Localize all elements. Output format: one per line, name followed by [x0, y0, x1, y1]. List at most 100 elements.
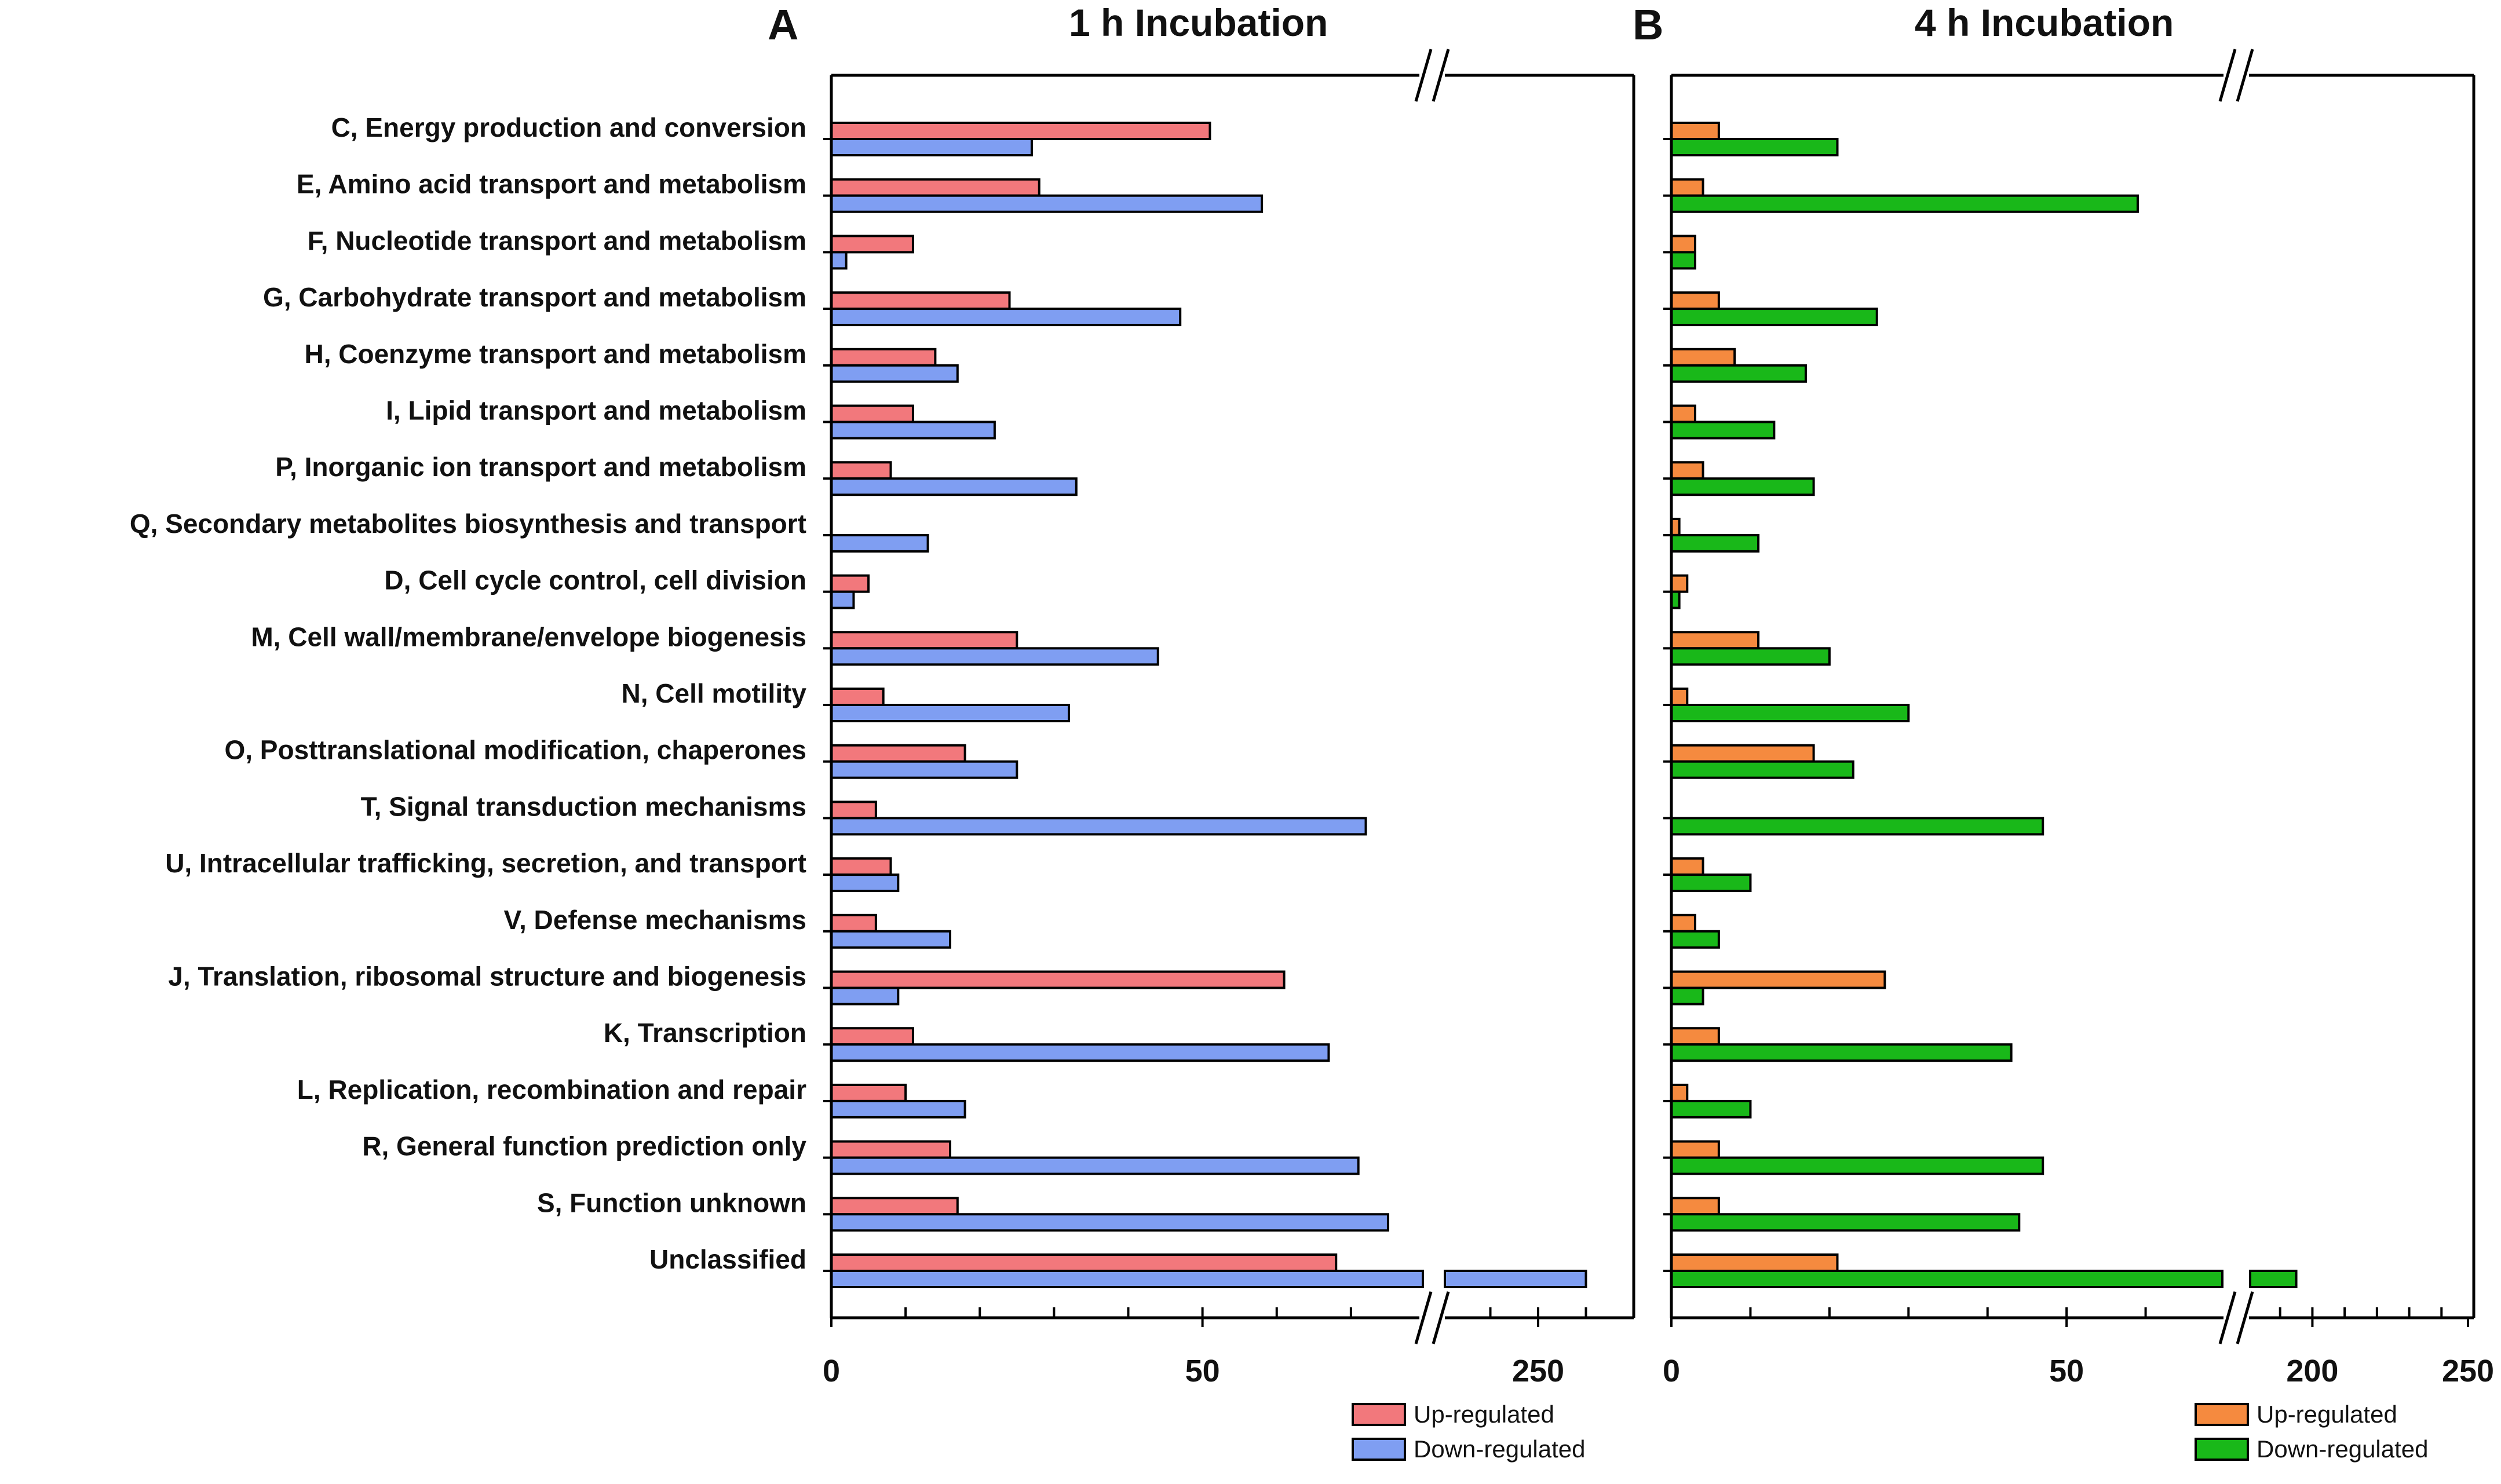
legend-swatch-up [2195, 1403, 2249, 1426]
category-label: M, Cell wall/membrane/envelope biogenesi… [251, 622, 806, 652]
bar-up [1670, 348, 1736, 367]
bar-down [830, 421, 996, 440]
bar-down [830, 1156, 1360, 1175]
bar-down [830, 251, 848, 270]
axis-break-top-a [1414, 49, 1433, 102]
bar-up [830, 744, 966, 763]
bar-down [1670, 817, 2044, 836]
bar-up [830, 1083, 907, 1102]
bar-up [830, 913, 877, 933]
bar-up [830, 970, 1286, 989]
category-label: F, Nucleotide transport and metabolism [308, 225, 806, 255]
category-label: Unclassified [649, 1244, 806, 1274]
bar-up [1670, 574, 1689, 593]
bar-down [1670, 251, 1696, 270]
bar-down-part2 [2249, 1270, 2298, 1288]
panel-b: B 4 h Incubation 0 50 200 250 Up-regulated D… [1633, 1, 2494, 1463]
bar-up [1670, 291, 1720, 310]
bar-down [1670, 1043, 2013, 1062]
bar-up [830, 1253, 1338, 1272]
bar-down [1670, 533, 1760, 553]
bar-up [830, 178, 1040, 197]
bar-up [830, 857, 892, 876]
panel-a: A 1 h Incubation C, Energy production an… [130, 1, 1635, 1463]
bar-up [830, 688, 885, 706]
bar-down [830, 364, 959, 383]
x-tick-label: 250 [2442, 1354, 2494, 1388]
bar-down [1670, 704, 1910, 722]
category-label: E, Amino acid transport and metabolism [297, 169, 806, 199]
bar-up [1670, 404, 1696, 423]
bar-down [830, 986, 900, 1006]
category-label: H, Coenzyme transport and metabolism [305, 339, 807, 369]
bar-up [830, 348, 937, 367]
bar-down [1670, 1099, 1752, 1119]
category-label: U, Intracellular trafficking, secretion,… [165, 848, 806, 878]
bar-down [830, 533, 929, 553]
panel-b-letter: B [1633, 1, 1663, 49]
bar-up [830, 122, 1211, 140]
axis-break-top-a [2218, 49, 2237, 102]
bar-down [1670, 308, 1878, 327]
x-tick-label: 200 [2286, 1354, 2338, 1388]
bar-down [1670, 477, 1815, 496]
bar-up [1670, 913, 1696, 933]
bar-down [830, 1043, 1330, 1062]
bar-up [830, 404, 914, 423]
bar-down [830, 1099, 966, 1119]
bar-down [830, 590, 855, 609]
bar-up [1670, 1253, 1839, 1272]
bar-up [830, 1027, 914, 1046]
panel-b-axes: 0 50 200 250 [1663, 49, 2494, 1388]
bar-down [1670, 1213, 2021, 1232]
category-label: I, Lipid transport and metabolism [386, 396, 806, 426]
x-tick-label: 50 [1185, 1354, 1220, 1388]
bar-up [1670, 744, 1815, 763]
bar-down [830, 704, 1070, 722]
axis-break-top-b [2236, 49, 2254, 102]
bar-down-part2 [1444, 1270, 1587, 1288]
axis-break-top-gap [2234, 72, 2239, 79]
category-label: D, Cell cycle control, cell division [384, 565, 806, 595]
bar-down [830, 308, 1182, 327]
panel-b-bars [1670, 122, 2298, 1288]
legend-label-up: Up-regulated [1414, 1401, 1554, 1428]
category-labels: C, Energy production and conversion E, Am… [130, 112, 807, 1274]
bar-up [1670, 631, 1760, 650]
bar-down [830, 817, 1367, 836]
bar-down [830, 477, 1078, 496]
panel-b-legend: Up-regulated Down-regulated [2195, 1401, 2429, 1463]
axis-break-bottom-gap [2234, 1314, 2239, 1321]
category-label: P, Inorganic ion transport and metabolis… [275, 452, 806, 482]
bar-down [1670, 760, 1854, 779]
bar-up [830, 461, 892, 480]
bar-down [830, 930, 951, 949]
category-label: Q, Secondary metabolites biosynthesis an… [130, 509, 806, 539]
panel-a-letter: A [768, 1, 798, 49]
legend-swatch-down [2195, 1438, 2249, 1461]
bar-up [1670, 688, 1689, 706]
bar-down [830, 1213, 1389, 1232]
legend-label-down: Down-regulated [1414, 1435, 1586, 1463]
bar-down [1670, 986, 1704, 1006]
category-label: J, Translation, ribosomal structure and … [168, 962, 806, 992]
category-label: L, Replication, recombination and repair [297, 1074, 806, 1105]
bar-up [1670, 235, 1696, 254]
axis-break-top-gap [1430, 72, 1434, 79]
legend-swatch-up [1352, 1403, 1406, 1426]
panel-b-title: 4 h Incubation [1915, 1, 2174, 44]
legend-label-down: Down-regulated [2257, 1435, 2429, 1463]
axis-break-bottom-a [2218, 1291, 2237, 1344]
category-label: R, General function prediction only [362, 1131, 806, 1161]
bar-up [1670, 178, 1704, 197]
bar-down [1670, 873, 1752, 893]
bar-up [1670, 1140, 1720, 1159]
bar-down [1670, 421, 1776, 440]
bar-down-part1 [1670, 1270, 2223, 1288]
bar-up [1670, 970, 1886, 989]
category-label: V, Defense mechanisms [504, 905, 806, 935]
bar-up [830, 574, 870, 593]
bar-down-part1 [830, 1270, 1424, 1288]
axis-break-bottom-b [2236, 1291, 2254, 1344]
